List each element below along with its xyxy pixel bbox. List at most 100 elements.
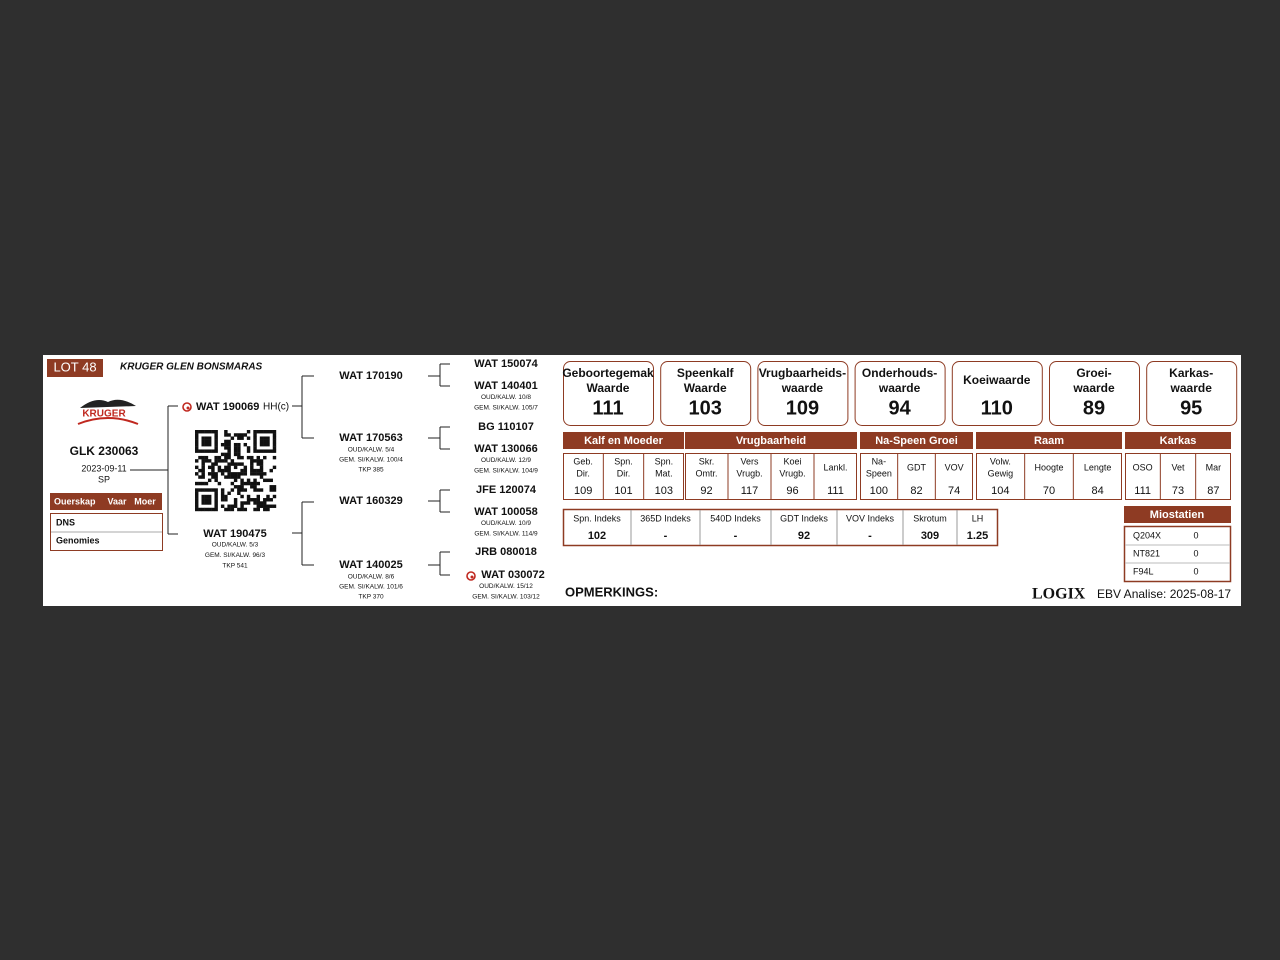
qr-module xyxy=(253,449,257,453)
grandparent-id: WAT 170563 xyxy=(339,432,402,444)
index-card xyxy=(1049,361,1140,426)
qr-module xyxy=(227,446,231,450)
qr-module xyxy=(195,472,199,476)
qr-module xyxy=(207,501,212,505)
qr-module xyxy=(259,449,264,453)
ebv-column-label: Hoogte xyxy=(1034,462,1063,472)
dam-detail: OUD/KALW. 5/3 xyxy=(212,542,259,549)
qr-module xyxy=(263,507,267,512)
qr-module xyxy=(243,501,248,505)
qr-module xyxy=(214,491,218,495)
qr-module xyxy=(237,491,241,495)
ebv-column-label: GDT xyxy=(907,462,927,472)
qr-module xyxy=(224,452,228,457)
qr-module xyxy=(201,472,205,476)
qr-module xyxy=(195,442,199,447)
grandparent-id: WAT 160329 xyxy=(339,495,402,507)
qr-module xyxy=(224,439,228,444)
qr-module xyxy=(227,472,231,476)
qr-module xyxy=(256,498,260,502)
qr-module xyxy=(263,478,267,483)
qr-module xyxy=(256,459,260,463)
qr-module xyxy=(233,462,238,466)
qr-module xyxy=(263,442,267,447)
grandparent-detail: TKP 385 xyxy=(358,467,384,474)
qr-module xyxy=(240,436,244,440)
qr-module xyxy=(204,430,209,434)
parentage-header-label: Ouerskap xyxy=(54,496,96,506)
ebv-value: 92 xyxy=(700,485,712,497)
index-label: Geboortegemak xyxy=(562,366,654,380)
qr-module xyxy=(214,478,218,483)
ebv-column-label: Mar xyxy=(1206,462,1222,472)
ebv-column-label: Vers xyxy=(740,456,759,466)
qr-module xyxy=(250,459,254,463)
qr-module xyxy=(233,465,238,470)
qr-module xyxy=(253,481,257,486)
qr-module xyxy=(272,436,277,440)
qr-module xyxy=(195,430,199,434)
grandparent-detail: GEM. SI/KALW. 101/6 xyxy=(339,584,403,591)
qr-module xyxy=(266,442,270,447)
ebv-group-body xyxy=(1125,453,1231,500)
qr-module xyxy=(266,430,270,434)
qr-module xyxy=(233,446,238,450)
ebv-value: 101 xyxy=(614,485,632,497)
qr-module xyxy=(253,436,257,440)
qr-module xyxy=(220,488,225,492)
qr-module xyxy=(217,455,222,460)
qr-module xyxy=(201,507,205,512)
qr-module xyxy=(272,430,277,434)
qr-module xyxy=(201,501,205,505)
ebv-column-label: Mat. xyxy=(655,468,673,478)
great-grandparent-detail: OUD/KALW. 10/8 xyxy=(481,394,531,401)
qr-module xyxy=(246,436,251,440)
myostatin-header xyxy=(1124,506,1231,523)
qr-module xyxy=(198,475,202,479)
qr-module xyxy=(211,449,215,453)
index-label: waarde xyxy=(878,381,921,395)
qr-module xyxy=(269,485,273,489)
myostatin-value: 0 xyxy=(1193,530,1198,540)
qr-module xyxy=(256,462,260,466)
qr-module xyxy=(253,478,257,483)
ebv-column-label: Spn. xyxy=(655,456,674,466)
qr-module xyxy=(201,462,205,466)
ebv-group-header xyxy=(1125,432,1231,449)
qr-module xyxy=(214,449,218,453)
qr-module xyxy=(250,465,254,470)
qr-module xyxy=(240,485,244,489)
qr-module xyxy=(250,498,254,502)
ebv-column-label: Koei xyxy=(783,456,801,466)
index-label: waarde xyxy=(781,381,824,395)
ebv-column-label: VOV xyxy=(945,462,964,472)
qr-module xyxy=(233,452,238,457)
myostatin-marker: F94L xyxy=(1133,566,1154,576)
qr-module xyxy=(195,491,199,495)
qr-module xyxy=(272,449,277,453)
index-label: waarde xyxy=(1170,381,1213,395)
ebv-column-label: Volw. xyxy=(990,456,1011,466)
qr-module xyxy=(214,494,218,499)
qr-module xyxy=(246,481,251,486)
qr-module xyxy=(237,433,241,437)
qr-module xyxy=(214,488,218,492)
qr-module xyxy=(220,459,225,463)
qr-module xyxy=(240,488,244,492)
ebv-group-body xyxy=(860,453,973,500)
qr-module xyxy=(227,465,231,470)
qr-module xyxy=(195,449,199,453)
index-card xyxy=(660,361,752,426)
qr-module xyxy=(259,472,264,476)
qr-module xyxy=(227,507,231,512)
selection-index-table xyxy=(562,508,999,547)
ebv-group-body xyxy=(976,453,1122,500)
qr-module xyxy=(233,475,238,479)
qr-module xyxy=(204,501,209,505)
qr-module xyxy=(240,501,244,505)
qr-module xyxy=(230,481,235,486)
qr-module xyxy=(224,430,228,434)
qr-module xyxy=(227,433,231,437)
parentage-row: Genomies xyxy=(56,535,100,545)
qr-module xyxy=(253,446,257,450)
